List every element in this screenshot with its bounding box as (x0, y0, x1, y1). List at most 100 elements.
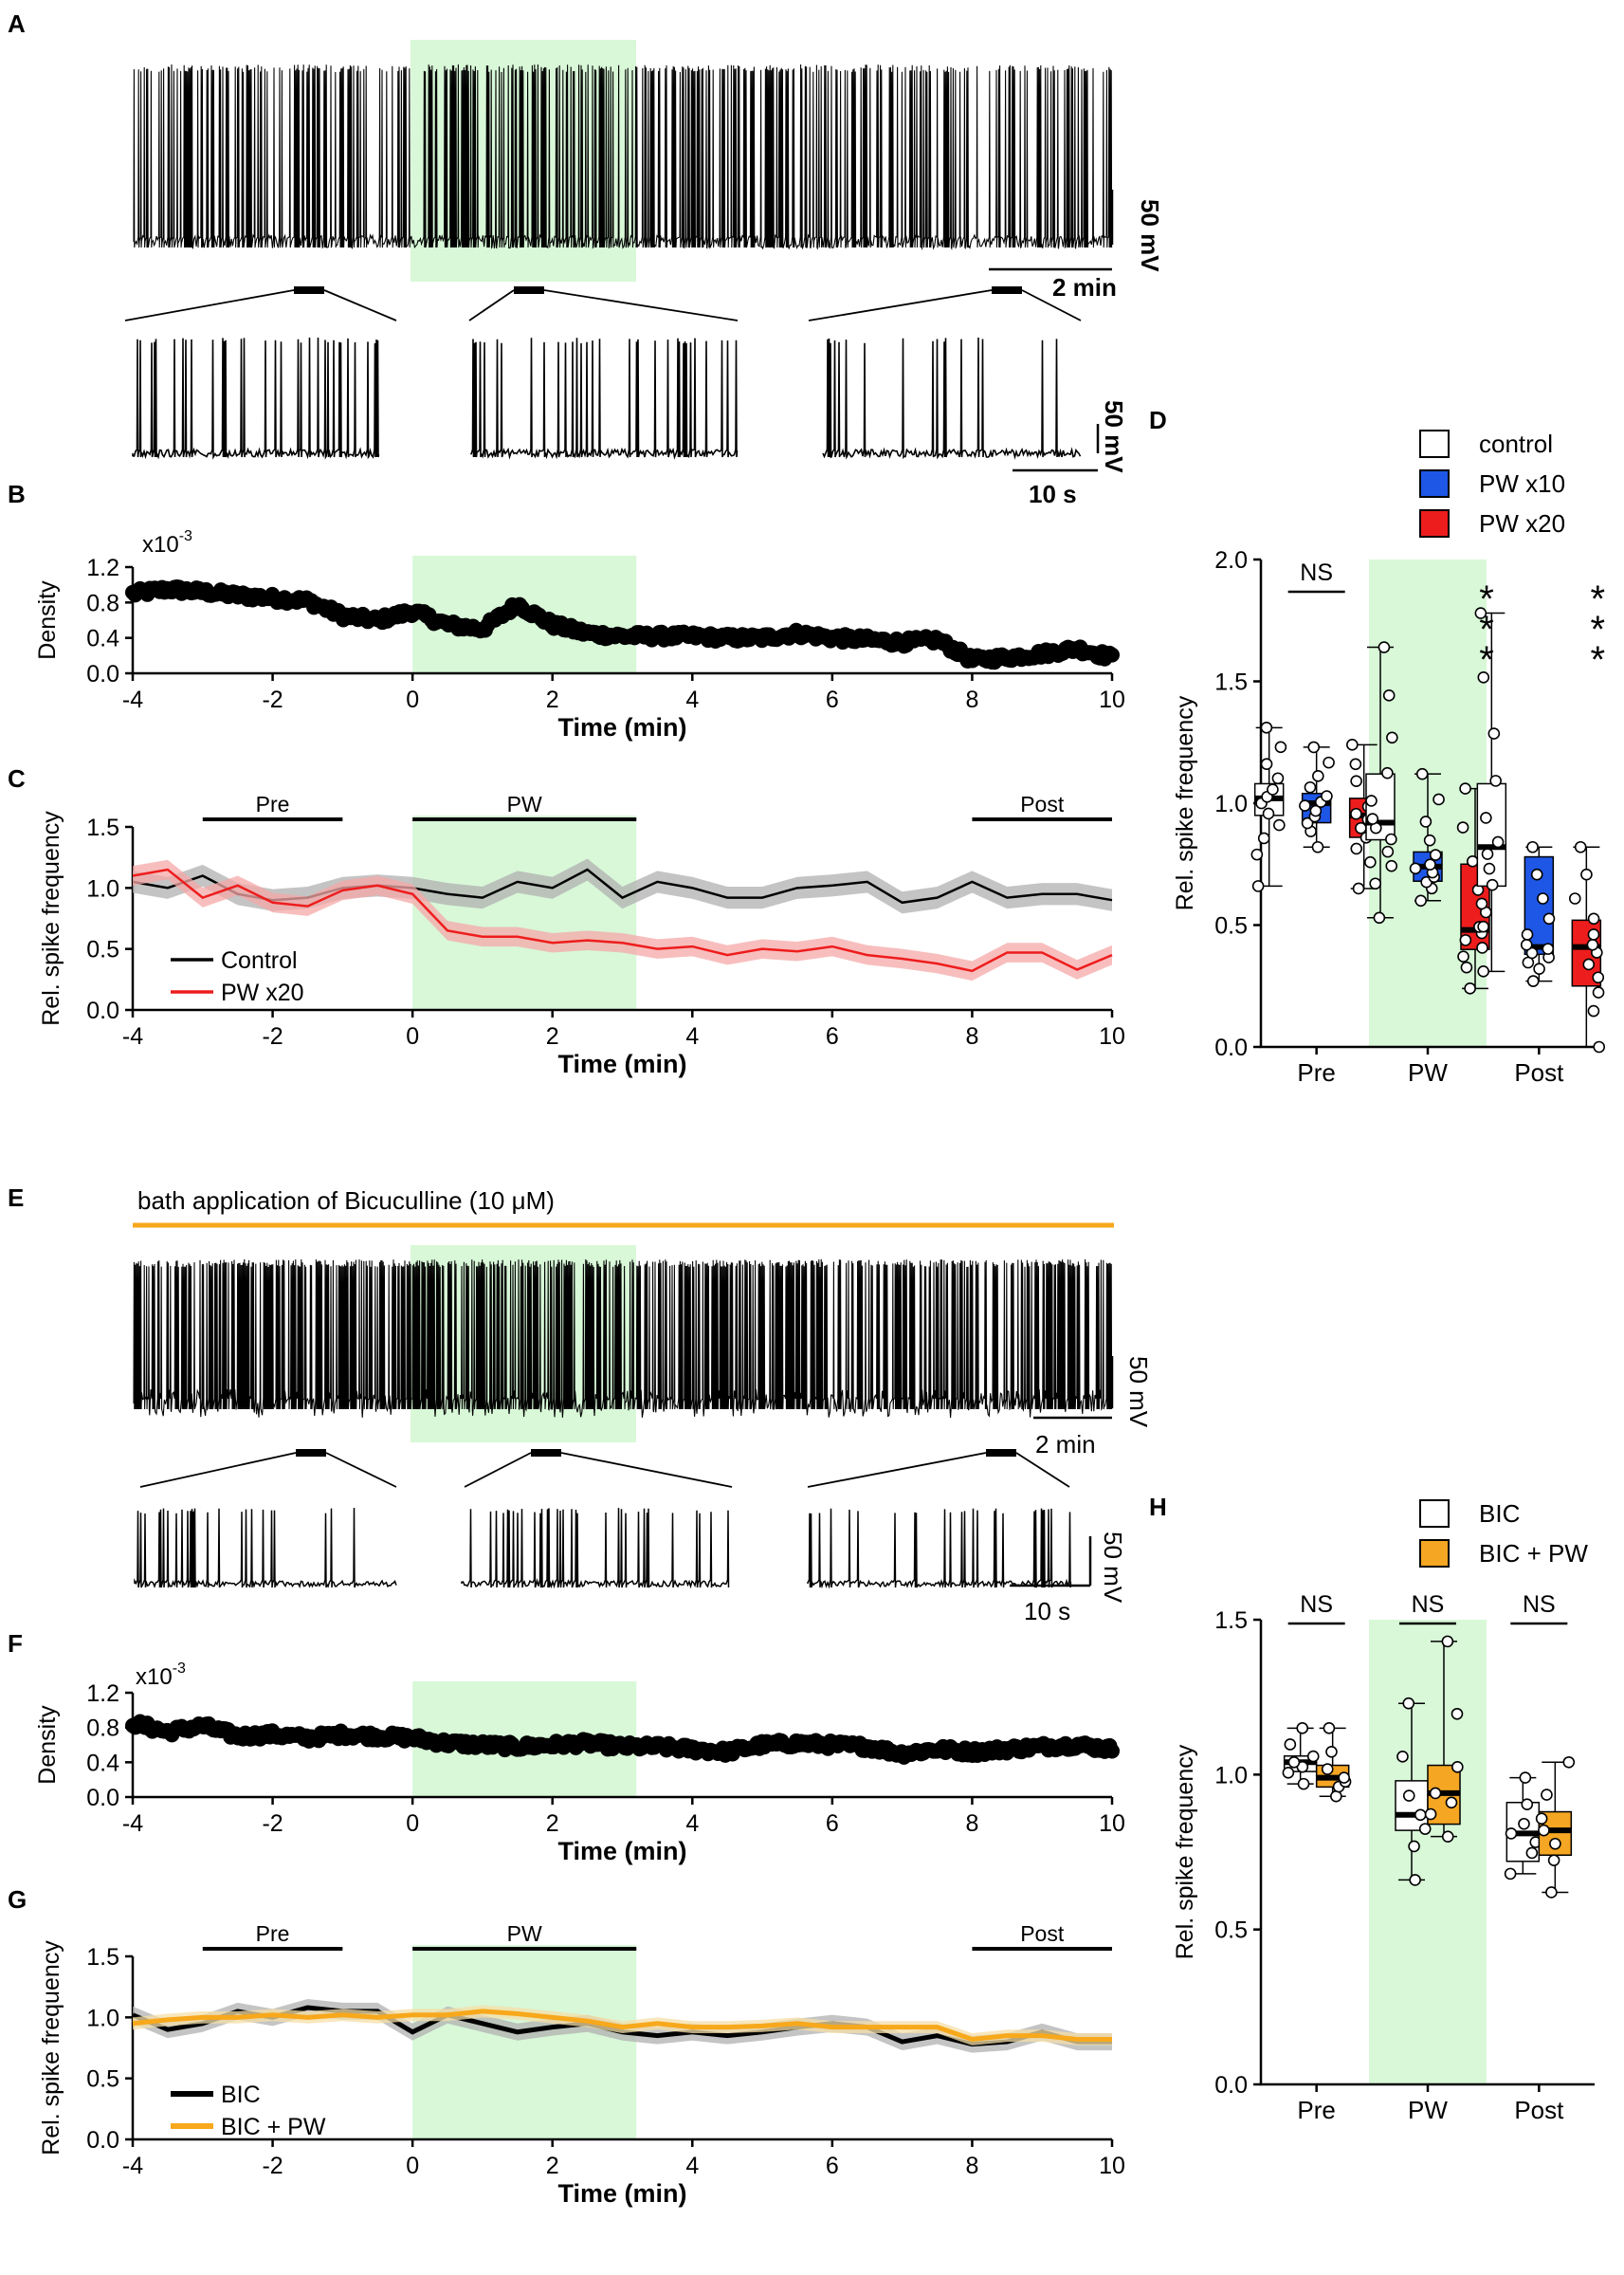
x-tick-label: -4 (122, 687, 143, 713)
box-pw-control (1365, 641, 1398, 925)
data-point (1476, 942, 1488, 954)
x-tick-label: 10 (1099, 2153, 1125, 2179)
data-point (1365, 795, 1378, 807)
data-point (1477, 670, 1490, 684)
legend-swatch (1419, 1539, 1450, 1568)
data-point (1396, 1751, 1409, 1763)
x-tick-label: -2 (262, 1810, 283, 1837)
data-point (1307, 741, 1321, 754)
data-point (1549, 1837, 1561, 1850)
data-point (1287, 1755, 1301, 1769)
exponent-label-b: x10-3 (142, 528, 192, 558)
exponent-sup-b: -3 (179, 528, 192, 544)
exponent-sup-f: -3 (173, 1660, 186, 1677)
y-axis-label: Density (34, 580, 61, 660)
x-tick-label: PW (1408, 2096, 1448, 2124)
y-tick-label: 0.0 (86, 661, 119, 688)
data-point (1382, 689, 1396, 702)
data-point (1487, 727, 1501, 740)
data-point (1459, 934, 1472, 946)
period-label-pw: PW (507, 1921, 542, 1946)
spike-frequency-chart-g: 0.0 0.5 1.0 1.5 -4 -2 0 2 4 6 8 10 Time (min) Rel. sp… (38, 1921, 1125, 2208)
data-point (1525, 946, 1539, 960)
x-tick-label: 2 (546, 2153, 559, 2179)
scale-v-label-a: 50 mV (1136, 199, 1164, 272)
data-point (1445, 1796, 1458, 1809)
x-tick-label: 8 (965, 1023, 978, 1050)
data-point (1386, 731, 1398, 744)
data-point (1414, 1808, 1427, 1822)
y-tick-label: 1.2 (86, 1680, 119, 1707)
data-point (1475, 897, 1488, 910)
significance-label: NS (1412, 1591, 1445, 1618)
panel-label-c: C (8, 764, 26, 793)
significance-star: * (1591, 609, 1606, 651)
data-point (1429, 1787, 1442, 1800)
data-point (1587, 1004, 1600, 1018)
sem-band (133, 858, 1112, 914)
zoom-line (543, 289, 739, 321)
inset-trace (132, 337, 380, 460)
y-tick-label: 0.0 (86, 998, 119, 1024)
x-axis-label: Time (min) (557, 1837, 686, 1865)
data-point (1574, 840, 1587, 853)
legend-label: PW x20 (1479, 509, 1565, 538)
data-point (1424, 1807, 1437, 1821)
period-label-post: Post (1020, 792, 1065, 816)
inset-trace (470, 338, 739, 460)
inset-scale-t-label-a: 10 s (1029, 480, 1077, 508)
period-label-post: Post (1020, 1921, 1065, 1946)
box-pw-pw-x10 (1409, 767, 1445, 908)
data-point (1530, 868, 1543, 881)
data-point (1489, 775, 1502, 787)
data-point (1350, 807, 1362, 820)
data-point (1459, 782, 1471, 795)
panel-label-e: E (8, 1183, 24, 1212)
legend-label: BIC + PW (221, 2114, 326, 2140)
data-point (1385, 833, 1397, 846)
data-point (1481, 848, 1494, 860)
y-tick-label: 0.0 (1214, 1035, 1248, 1061)
data-point (1346, 739, 1359, 751)
data-point (1526, 975, 1540, 987)
density-chart-f: 0.0 0.4 0.8 1.2 -4 -2 0 2 4 6 8 10 Time (min) Density (34, 1680, 1125, 1865)
data-point (1464, 982, 1476, 995)
legend-label: BIC (1479, 1499, 1520, 1528)
data-point (1419, 816, 1432, 828)
x-tick-label: 8 (965, 1810, 978, 1837)
data-point (1408, 1840, 1420, 1853)
significance-label: NS (1300, 1591, 1333, 1618)
data-point (1525, 1846, 1539, 1860)
box-post-bic-pw (1535, 1755, 1576, 1899)
legend-label: control (1479, 430, 1553, 458)
sem-band (133, 859, 1112, 982)
x-tick-label: 4 (685, 2153, 699, 2179)
x-tick-label: 0 (406, 687, 419, 713)
legend-label: BIC + PW (1479, 1539, 1588, 1568)
x-tick-label: 2 (546, 1810, 559, 1837)
zoom-line (139, 1452, 297, 1488)
box-post-pw-x10 (1520, 840, 1556, 987)
data-point (1267, 783, 1279, 796)
y-axis-label: Rel. spike frequency (1172, 695, 1198, 910)
panel-label-a: A (8, 9, 26, 38)
data-point (1312, 770, 1324, 782)
data-point (1409, 862, 1422, 875)
x-tick-label: 0 (406, 2153, 419, 2179)
membrane-trace-a (133, 64, 1113, 251)
significance-label: NS (1523, 1591, 1556, 1618)
y-tick-label: 1.2 (86, 555, 119, 581)
data-point (1306, 1750, 1320, 1763)
legend-swatch (1419, 1499, 1450, 1528)
box-post-bic (1504, 1771, 1542, 1881)
data-point (1325, 1745, 1338, 1758)
y-tick-label: 0.0 (86, 2127, 119, 2154)
data-point (1520, 939, 1533, 951)
y-axis-label: Rel. spike frequency (38, 1940, 64, 2156)
x-tick-label: -2 (262, 1023, 283, 1050)
data-point (1373, 911, 1386, 925)
data-point (1432, 793, 1445, 806)
data-point (1582, 958, 1596, 971)
y-tick-label: 0.0 (1214, 2072, 1248, 2099)
zoom-line (323, 289, 397, 321)
